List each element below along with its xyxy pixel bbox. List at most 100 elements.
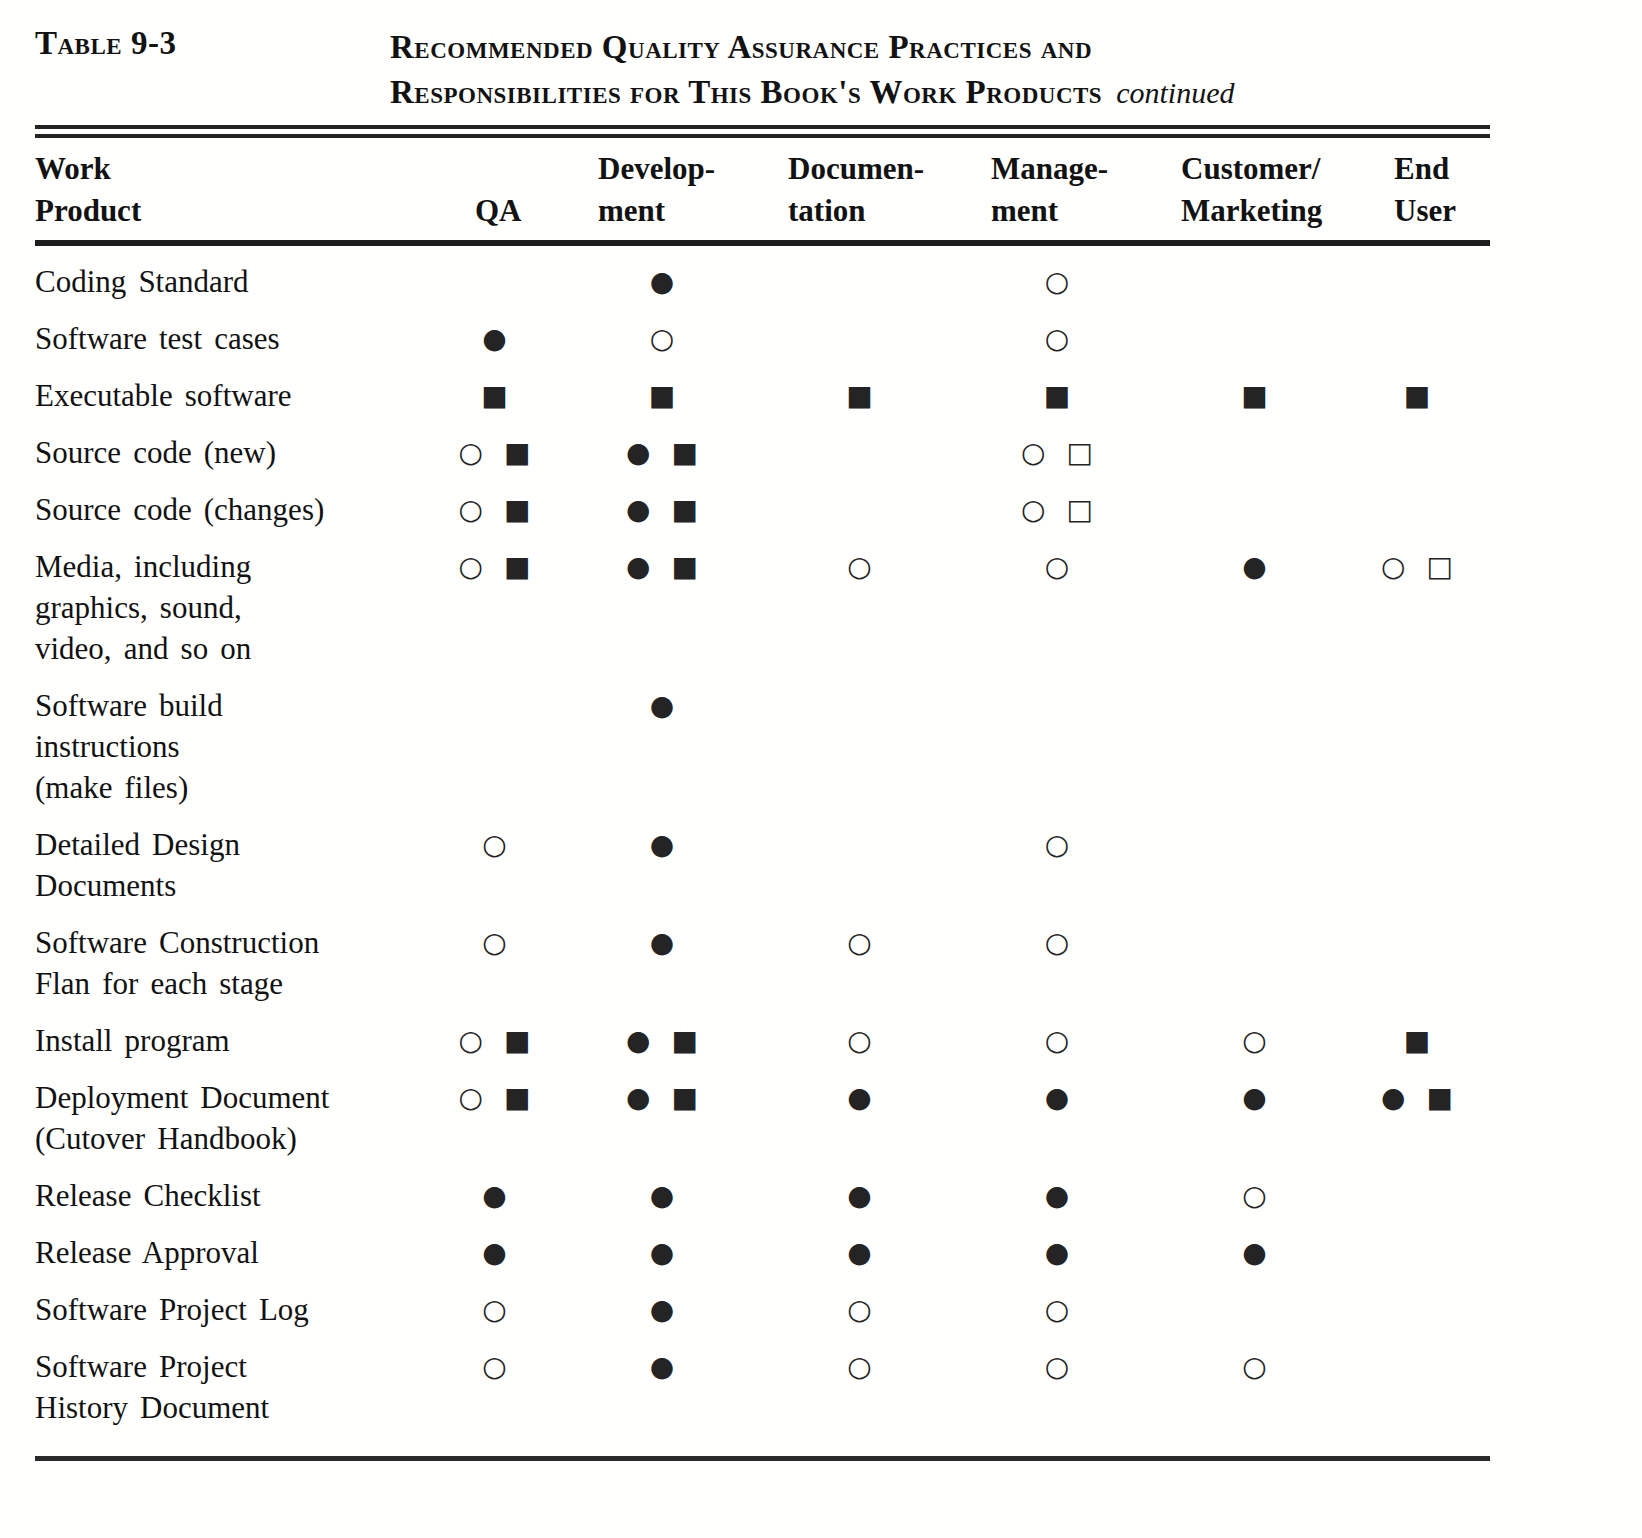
row-label: Coding Standard [35, 261, 435, 302]
cell-development: ● ■ [560, 1020, 770, 1061]
cell-development: ○ [560, 318, 770, 359]
table-row: Software Project History Document ○ ● ○ … [35, 1346, 1490, 1444]
cell-documentation: ○ [770, 1020, 955, 1061]
cell-documentation: ● [770, 1232, 955, 1273]
cell-development: ● [560, 1346, 770, 1387]
cell-end-user: ○ □ [1350, 546, 1490, 587]
cell-qa: ○ ■ [435, 1077, 560, 1118]
cell-development: ● [560, 1289, 770, 1330]
cell-end-user: ● ■ [1350, 1077, 1490, 1118]
header-end-user: End User [1350, 148, 1490, 232]
table-title-line2: Responsibilities for This Book's Work Pr… [390, 70, 1102, 115]
cell-management: ○ [955, 1020, 1165, 1061]
cell-development: ● [560, 685, 770, 726]
table-row: Software Project Log ○ ● ○ ○ [35, 1289, 1490, 1346]
cell-customer-marketing: ■ [1165, 375, 1350, 416]
continued-label: continued [1116, 76, 1234, 110]
row-label: Media, including graphics, sound, video,… [35, 546, 435, 669]
table-title-line1: Recommended Quality Assurance Practices … [390, 25, 1642, 70]
table-row: Software test cases ● ○ ○ [35, 318, 1490, 375]
cell-customer-marketing: ○ [1165, 1346, 1350, 1387]
cell-development: ● [560, 1232, 770, 1273]
cell-development: ● [560, 261, 770, 302]
cell-qa: ○ ■ [435, 489, 560, 530]
row-label: Install program [35, 1020, 435, 1061]
header-development: Develop- ment [560, 148, 770, 232]
cell-documentation: ○ [770, 546, 955, 587]
table-row: Software build instructions (make files)… [35, 685, 1490, 824]
table-row: Media, including graphics, sound, video,… [35, 546, 1490, 685]
cell-end-user: ■ [1350, 375, 1490, 416]
scanned-book-page: Table 9-3 Recommended Quality Assurance … [0, 0, 1642, 1538]
cell-qa: ○ ■ [435, 432, 560, 473]
cell-documentation: ○ [770, 922, 955, 963]
row-label: Executable software [35, 375, 435, 416]
table-row: Coding Standard ● ○ [35, 261, 1490, 318]
cell-development: ● ■ [560, 432, 770, 473]
cell-development: ● ■ [560, 546, 770, 587]
title-block: Table 9-3 Recommended Quality Assurance … [35, 25, 1642, 115]
cell-documentation: ○ [770, 1346, 955, 1387]
cell-management: ○ [955, 1289, 1165, 1330]
table-row: Install program ○ ■ ● ■ ○ ○ ○ ■ [35, 1020, 1490, 1077]
cell-management: ○ [955, 261, 1165, 302]
header-row: Work Product QA Develop- ment Documen- t… [35, 138, 1490, 240]
cell-documentation: ○ [770, 1289, 955, 1330]
table-row: Software Construction Flan for each stag… [35, 922, 1490, 1020]
cell-qa: ○ [435, 1346, 560, 1387]
cell-documentation: ● [770, 1175, 955, 1216]
row-label: Source code (new) [35, 432, 435, 473]
cell-end-user: ■ [1350, 1020, 1490, 1061]
cell-customer-marketing: ● [1165, 1077, 1350, 1118]
cell-management: ○ [955, 922, 1165, 963]
cell-customer-marketing: ○ [1165, 1175, 1350, 1216]
cell-documentation: ● [770, 1077, 955, 1118]
row-label: Source code (changes) [35, 489, 435, 530]
row-label: Software test cases [35, 318, 435, 359]
cell-qa: ■ [435, 375, 560, 416]
cell-qa: ○ ■ [435, 546, 560, 587]
cell-management: ○ [955, 318, 1165, 359]
table-row: Release Checklist ● ● ● ● ○ [35, 1175, 1490, 1232]
bottom-rule [35, 1456, 1490, 1461]
table-row: Detailed Design Documents ○ ● ○ [35, 824, 1490, 922]
cell-customer-marketing: ● [1165, 1232, 1350, 1273]
cell-management: ○ [955, 1346, 1165, 1387]
cell-management: ● [955, 1232, 1165, 1273]
cell-management: ○ [955, 824, 1165, 865]
cell-management: ● [955, 1077, 1165, 1118]
qa-responsibilities-table: Work Product QA Develop- ment Documen- t… [35, 125, 1490, 1461]
cell-management: ○ □ [955, 432, 1165, 473]
row-label: Software Project History Document [35, 1346, 435, 1428]
cell-management: ● [955, 1175, 1165, 1216]
cell-development: ● ■ [560, 489, 770, 530]
table-row: Executable software ■ ■ ■ ■ ■ ■ [35, 375, 1490, 432]
cell-management: ○ [955, 546, 1165, 587]
table-body: Coding Standard ● ○ Software test cases … [35, 246, 1490, 1450]
cell-customer-marketing: ○ [1165, 1020, 1350, 1061]
cell-management: ○ □ [955, 489, 1165, 530]
cell-qa: ● [435, 318, 560, 359]
cell-development: ● ■ [560, 1077, 770, 1118]
cell-development: ● [560, 824, 770, 865]
cell-qa: ○ ■ [435, 1020, 560, 1061]
cell-customer-marketing: ● [1165, 546, 1350, 587]
row-label: Software Project Log [35, 1289, 435, 1330]
row-label: Release Checklist [35, 1175, 435, 1216]
header-customer-marketing: Customer/ Marketing [1165, 148, 1350, 232]
header-management: Manage- ment [955, 148, 1165, 232]
cell-qa: ● [435, 1175, 560, 1216]
row-label: Release Approval [35, 1232, 435, 1273]
table-row: Deployment Document (Cutover Handbook) ○… [35, 1077, 1490, 1175]
table-row: Source code (new) ○ ■ ● ■ ○ □ [35, 432, 1490, 489]
cell-qa: ○ [435, 1289, 560, 1330]
row-label: Software Construction Flan for each stag… [35, 922, 435, 1004]
header-qa: QA [435, 148, 560, 232]
header-documentation: Documen- tation [770, 148, 955, 232]
table-row: Source code (changes) ○ ■ ● ■ ○ □ [35, 489, 1490, 546]
cell-development: ● [560, 1175, 770, 1216]
row-label: Detailed Design Documents [35, 824, 435, 906]
cell-development: ■ [560, 375, 770, 416]
row-label: Deployment Document (Cutover Handbook) [35, 1077, 435, 1159]
header-work-product: Work Product [35, 148, 435, 232]
